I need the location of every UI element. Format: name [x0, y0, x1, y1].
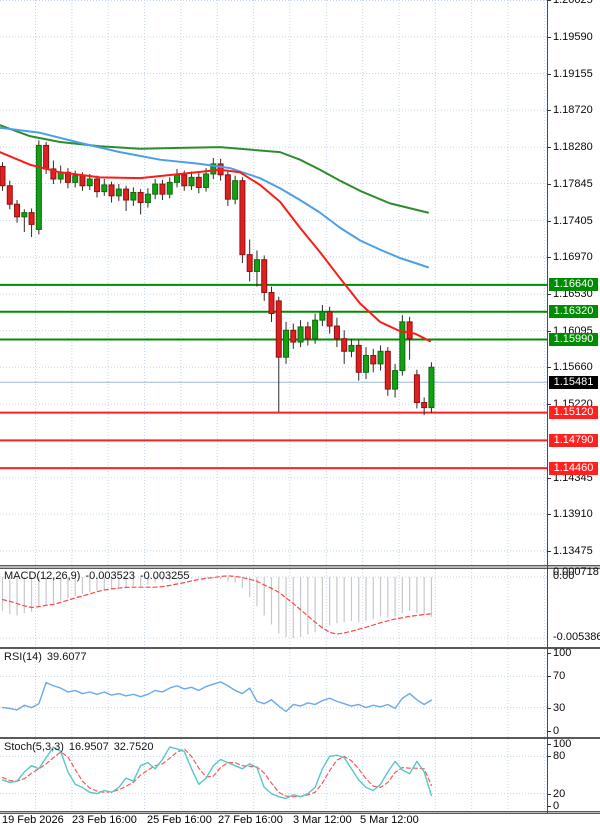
price-level-badge-green: 1.16640 — [549, 278, 598, 292]
macd-indicator-label: MACD(12,26,9) -0.003523 -0.003255 — [4, 570, 195, 583]
axis-tick — [547, 0, 551, 2]
stoch-panel[interactable] — [0, 739, 547, 811]
time-axis-label: 27 Feb 16:00 — [218, 814, 283, 826]
rsi-scale-label: 30 — [553, 701, 566, 714]
axis-tick — [547, 550, 551, 552]
time-axis-label: 25 Feb 16:00 — [147, 814, 212, 826]
rsi-scale-label: 100 — [553, 647, 572, 659]
price-tick-label: 1.18280 — [553, 141, 593, 154]
rsi-panel[interactable] — [0, 649, 547, 737]
axis-tick — [547, 731, 551, 732]
axis-tick — [547, 676, 551, 678]
panel-separator[interactable] — [0, 647, 600, 649]
axis-tick — [547, 744, 551, 745]
axis-tick — [547, 110, 551, 112]
stoch-value-d: 32.7520 — [113, 741, 154, 753]
macd-scale-min: -0.005386 — [553, 631, 600, 643]
price-tick-label: 1.16970 — [553, 251, 593, 264]
axis-tick — [547, 220, 551, 222]
price-level-badge-green: 1.16320 — [549, 305, 598, 319]
price-tick-label: 1.13910 — [553, 508, 593, 521]
price-tick-label: 1.19155 — [553, 67, 593, 80]
price-level-badge-red: 1.14790 — [549, 433, 598, 447]
panel-separator[interactable] — [0, 737, 600, 739]
time-axis-label: 23 Feb 16:00 — [72, 814, 137, 826]
stoch-scale-label: 20 — [553, 787, 566, 800]
stoch-indicator-label: Stoch(5,3,3) 16.9507 32.7520 — [4, 741, 158, 754]
price-level-badge-black: 1.15481 — [549, 375, 598, 389]
time-axis-label: 5 Mar 12:00 — [360, 814, 419, 826]
rsi-scale-label: 0 — [553, 725, 560, 737]
axis-tick — [547, 477, 551, 479]
rsi-indicator-label: RSI(14) 39.6077 — [4, 651, 92, 664]
macd-value-main: -0.003523 — [85, 570, 135, 582]
axis-tick — [547, 404, 551, 406]
axis-tick — [547, 330, 551, 332]
axis-tick — [547, 73, 551, 75]
axis-tick — [547, 147, 551, 149]
price-tick-label: 1.17845 — [553, 177, 593, 190]
time-axis-label: 3 Mar 12:00 — [293, 814, 352, 826]
price-axis-border — [547, 0, 548, 814]
stoch-name: Stoch(5,3,3) — [4, 741, 64, 753]
price-tick-label: 1.18720 — [553, 104, 593, 117]
axis-tick — [547, 37, 551, 38]
price-tick-label: 1.19590 — [553, 31, 593, 43]
axis-tick — [547, 806, 551, 807]
macd-panel[interactable] — [0, 569, 547, 647]
price-level-badge-red: 1.15120 — [549, 406, 598, 420]
axis-tick — [547, 793, 551, 795]
stoch-scale-label: 80 — [553, 750, 566, 763]
price-tick-label: 1.14345 — [553, 471, 593, 484]
axis-tick — [547, 294, 551, 296]
price-level-badge-red: 1.14460 — [549, 461, 598, 475]
axis-tick — [547, 367, 551, 369]
axis-tick — [547, 653, 551, 654]
axis-tick — [547, 257, 551, 259]
macd-value-signal: -0.003255 — [139, 570, 190, 582]
axis-tick — [547, 756, 551, 758]
rsi-scale-label: 70 — [553, 670, 566, 683]
time-axis-label: 19 Feb 2026 — [2, 814, 64, 826]
price-tick-label: 1.15660 — [553, 361, 593, 374]
panel-separator[interactable] — [0, 565, 600, 569]
axis-tick — [547, 707, 551, 709]
price-tick-label: 1.20025 — [553, 0, 593, 7]
stoch-value-k: 16.9507 — [68, 741, 109, 753]
rsi-value: 39.6077 — [46, 651, 87, 663]
macd-scale-zero: 0.00 — [553, 570, 575, 582]
price-tick-label: 1.13475 — [553, 544, 593, 557]
price-level-badge-green: 1.15990 — [549, 333, 598, 347]
panel-separator — [0, 811, 600, 814]
axis-tick — [547, 514, 551, 516]
macd-name: MACD(12,26,9) — [4, 570, 81, 582]
price-tick-label: 1.17405 — [553, 214, 593, 227]
macd-scale-max: 0.000718 — [553, 566, 599, 578]
rsi-name: RSI(14) — [4, 651, 42, 663]
stoch-scale-label: 100 — [553, 738, 572, 750]
axis-tick — [547, 183, 551, 185]
main-price-chart[interactable] — [0, 0, 547, 566]
stoch-scale-label: 0 — [553, 800, 560, 812]
